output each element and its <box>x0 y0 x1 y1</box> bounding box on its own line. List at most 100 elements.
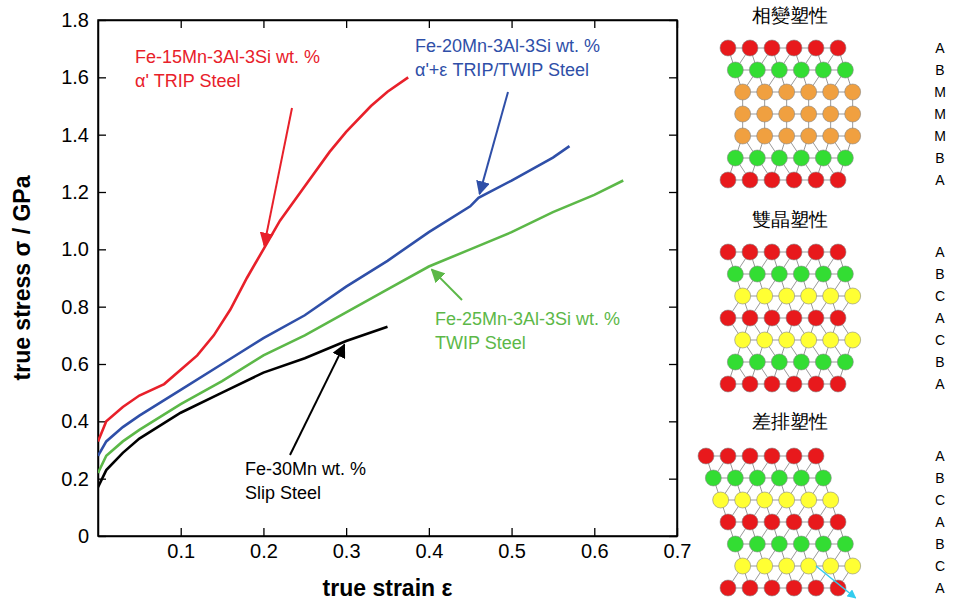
atom <box>742 40 758 56</box>
tick-mark <box>181 20 182 28</box>
tick-mark <box>594 528 595 536</box>
axis-line <box>98 21 100 537</box>
atom <box>727 536 743 552</box>
atom <box>764 448 780 464</box>
atom <box>801 128 817 144</box>
tick <box>669 536 677 537</box>
tick-label: 0.2 <box>61 468 89 490</box>
tick-mark <box>181 528 182 536</box>
atom <box>837 354 853 370</box>
stacking-diagrams: 相變塑性ABMMMBA雙晶塑性ABCACBA差排塑性ABCABCA <box>698 4 946 598</box>
atom <box>815 62 831 78</box>
x-axis-top <box>99 20 678 28</box>
tick-mark <box>346 20 347 28</box>
atom <box>742 310 758 326</box>
series-label-line: Fe-30Mn wt. % <box>245 459 366 479</box>
atom <box>742 580 758 596</box>
atom <box>815 470 831 486</box>
layer-label: B <box>935 354 944 370</box>
atom <box>808 172 824 188</box>
atom <box>845 128 861 144</box>
tick-mark <box>669 77 677 78</box>
atom <box>837 266 853 282</box>
tick <box>669 421 677 422</box>
layer-label: A <box>935 310 945 326</box>
atom <box>823 332 839 348</box>
series-label-line: TWIP Steel <box>435 333 526 353</box>
atom <box>764 40 780 56</box>
atom <box>757 492 773 508</box>
tick <box>669 307 677 308</box>
atom <box>845 84 861 100</box>
atom <box>720 244 736 260</box>
atom <box>720 310 736 326</box>
annotations: Fe-15Mn-3Al-3Si wt. % α' TRIP Steel Fe-20M… <box>135 36 620 503</box>
y-axis: 00.20.40.60.81.01.21.41.61.8 <box>61 9 106 547</box>
series-line <box>98 77 408 441</box>
atom <box>749 536 765 552</box>
atom <box>793 62 809 78</box>
atom <box>786 376 802 392</box>
plot-frame <box>98 20 677 536</box>
atom <box>830 514 846 530</box>
atom <box>845 106 861 122</box>
tick-mark <box>669 307 677 308</box>
tick-label: 0.2 <box>250 540 278 562</box>
layer-label: C <box>935 492 945 508</box>
tick: 0.6 <box>61 353 106 375</box>
atom <box>764 514 780 530</box>
series-label-line: Fe-25Mn-3Al-3Si wt. % <box>435 309 620 329</box>
atom <box>815 536 831 552</box>
atom <box>757 332 773 348</box>
atom <box>786 40 802 56</box>
atom <box>749 354 765 370</box>
panel-title: 相變塑性 <box>752 4 828 26</box>
tick-mark <box>511 528 512 536</box>
atom <box>779 128 795 144</box>
series-label-line: α'+ε TRIP/TWIP Steel <box>415 60 589 80</box>
atom <box>801 84 817 100</box>
tick-mark <box>346 528 347 536</box>
atom <box>815 354 831 370</box>
atom <box>757 128 773 144</box>
layer-label: A <box>935 580 945 596</box>
series-label-line: Fe-20Mn-3Al-3Si wt. % <box>415 36 600 56</box>
series-label: Fe-30Mn wt. %Slip Steel <box>245 459 366 503</box>
atom <box>720 376 736 392</box>
series-label-line: α' TRIP Steel <box>135 71 241 91</box>
tick-label: 0.7 <box>664 540 692 562</box>
layer-label: C <box>935 558 945 574</box>
tick: 1.4 <box>61 124 106 146</box>
series-label-line: Fe-15Mn-3Al-3Si wt. % <box>135 47 320 67</box>
atom <box>771 62 787 78</box>
x-axis-title: true strain ε <box>323 575 453 601</box>
atom <box>837 150 853 166</box>
atom <box>749 266 765 282</box>
tick <box>669 77 677 78</box>
atom <box>735 106 751 122</box>
atom <box>771 536 787 552</box>
atom <box>720 40 736 56</box>
axis-line <box>99 536 678 538</box>
tick-label: 0.8 <box>61 296 89 318</box>
tick <box>669 20 677 21</box>
atom <box>764 244 780 260</box>
stacking-panel: 雙晶塑性ABCACBA <box>720 208 945 392</box>
layer-label: C <box>935 332 945 348</box>
series-line <box>98 327 388 488</box>
tick-mark <box>98 536 106 537</box>
atom <box>735 128 751 144</box>
atom <box>830 310 846 326</box>
tick-mark <box>669 20 677 21</box>
atom <box>801 558 817 574</box>
tick-label: 0.4 <box>415 540 443 562</box>
atom <box>742 376 758 392</box>
atom <box>771 354 787 370</box>
atom <box>735 332 751 348</box>
tick-label: 1.6 <box>61 66 89 88</box>
atom <box>823 106 839 122</box>
tick-mark <box>263 528 264 536</box>
layer-label: B <box>935 266 944 282</box>
layer-label: A <box>935 376 945 392</box>
atom <box>801 288 817 304</box>
